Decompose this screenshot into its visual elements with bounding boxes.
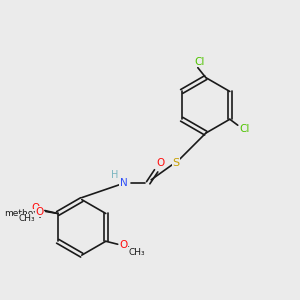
Text: O: O (119, 240, 128, 250)
Text: Cl: Cl (239, 124, 250, 134)
Text: CH₃: CH₃ (19, 214, 35, 223)
Text: methoxy: methoxy (4, 209, 44, 218)
Text: O: O (156, 158, 164, 168)
Text: Cl: Cl (195, 57, 205, 67)
Text: O: O (32, 202, 40, 212)
Text: CH₃: CH₃ (128, 248, 145, 257)
Text: O: O (36, 206, 44, 217)
Text: S: S (172, 158, 180, 168)
Text: H: H (111, 170, 118, 180)
Text: N: N (119, 178, 127, 188)
